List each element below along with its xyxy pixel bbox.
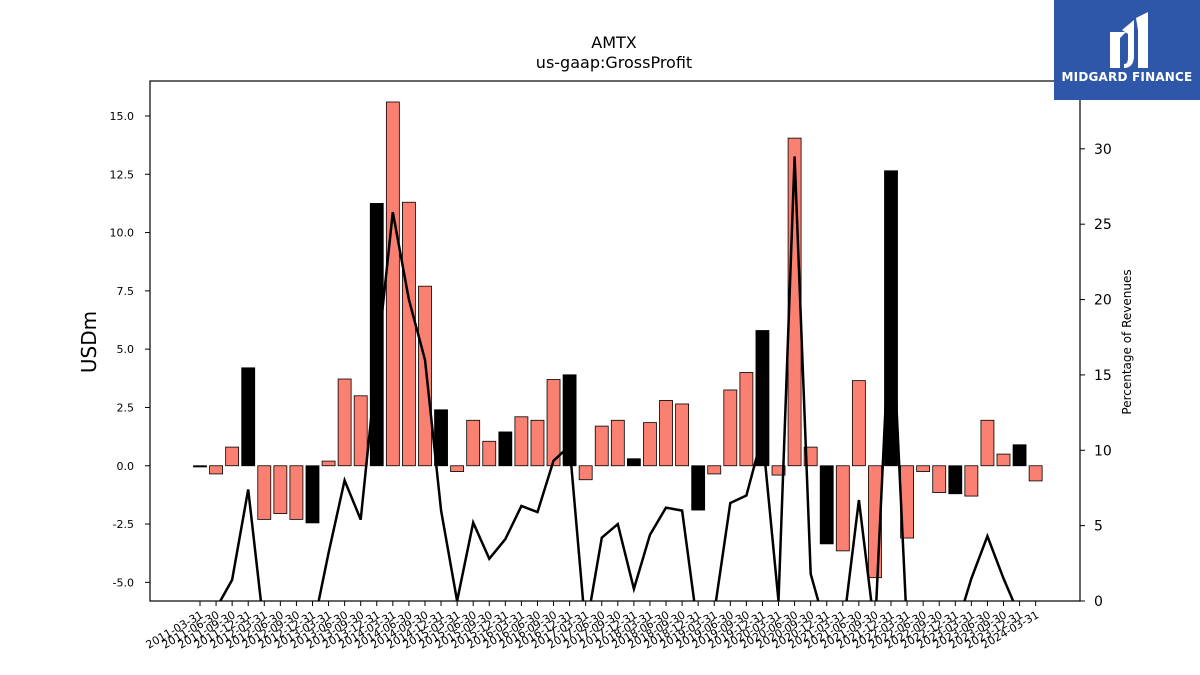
bar (932, 465, 947, 493)
bar (418, 285, 432, 467)
y-tick-label: 0.0 (117, 460, 135, 473)
bar (337, 378, 352, 467)
bar (626, 458, 641, 467)
bar (707, 465, 722, 475)
y2-tick-label: 0 (1094, 594, 1103, 610)
bar (225, 446, 240, 467)
bar (498, 431, 513, 467)
y-tick-label: -5.0 (113, 576, 134, 589)
bar (369, 203, 384, 467)
y-tick-label: 12.5 (110, 168, 135, 181)
bar (402, 201, 416, 467)
chart-title: AMTX (591, 33, 637, 52)
bar (691, 465, 706, 511)
bar (578, 465, 593, 481)
bar (1028, 465, 1043, 482)
bar (321, 460, 336, 467)
line-series (218, 156, 1015, 601)
y2-tick-label: 5 (1094, 519, 1103, 535)
y2-tick-label: 25 (1094, 217, 1112, 233)
bar (675, 403, 689, 467)
bar-series (193, 101, 1043, 579)
bar (514, 416, 529, 467)
bar (273, 465, 288, 514)
y2-tick-label: 30 (1094, 142, 1112, 158)
y-tick-label: 15.0 (110, 110, 135, 123)
y-tick-label: -2.5 (113, 518, 134, 531)
bar (659, 400, 673, 467)
brand-logo: MIDGARD FINANCE (1054, 0, 1200, 100)
bar (723, 389, 738, 467)
bar (546, 379, 561, 467)
bar (964, 465, 979, 497)
y2-tick-label: 10 (1094, 443, 1112, 459)
bar (610, 419, 625, 467)
bar (466, 419, 481, 467)
axes: -5.0 -2.5 0.0 2.5 5.0 7.5 10.0 12.5 15.0 0 5 10 15 20… (110, 80, 1112, 652)
bar (193, 465, 207, 468)
bar (771, 465, 786, 476)
brand-name: MIDGARD FINANCE (1061, 70, 1193, 84)
bar (353, 395, 368, 467)
bar (916, 465, 931, 472)
bar (996, 453, 1011, 467)
bar (209, 465, 223, 475)
bar (257, 465, 272, 520)
y-tick-label: 2.5 (117, 401, 135, 414)
plot-frame (149, 80, 1081, 602)
y-axis-label: USDm (77, 311, 101, 373)
bar (241, 367, 256, 467)
y2-tick-label: 15 (1094, 368, 1112, 384)
bar (739, 372, 754, 467)
y-tick-label: 10.0 (110, 227, 135, 240)
bar (530, 419, 545, 467)
bar (980, 419, 995, 467)
chart-subtitle: us-gaap:GrossProfit (536, 53, 692, 72)
y2-axis-label: Percentage of Revenues (1120, 269, 1134, 414)
bar (289, 465, 304, 520)
bar (305, 465, 320, 524)
bar (819, 465, 834, 545)
bar (948, 465, 963, 495)
bar (851, 380, 866, 467)
y-tick-label: 7.5 (117, 285, 135, 298)
y2-tick-label: 20 (1094, 293, 1112, 309)
midgard-logo-icon (1110, 12, 1148, 68)
y-tick-label: 5.0 (117, 343, 135, 356)
bar (835, 465, 850, 552)
bar (643, 422, 657, 467)
bar (755, 330, 770, 467)
bar (482, 440, 497, 467)
bar (450, 465, 465, 472)
bar (385, 101, 400, 467)
bar (594, 425, 609, 467)
percentage-line (218, 156, 1015, 601)
bar (1012, 444, 1027, 467)
bar (562, 374, 577, 467)
